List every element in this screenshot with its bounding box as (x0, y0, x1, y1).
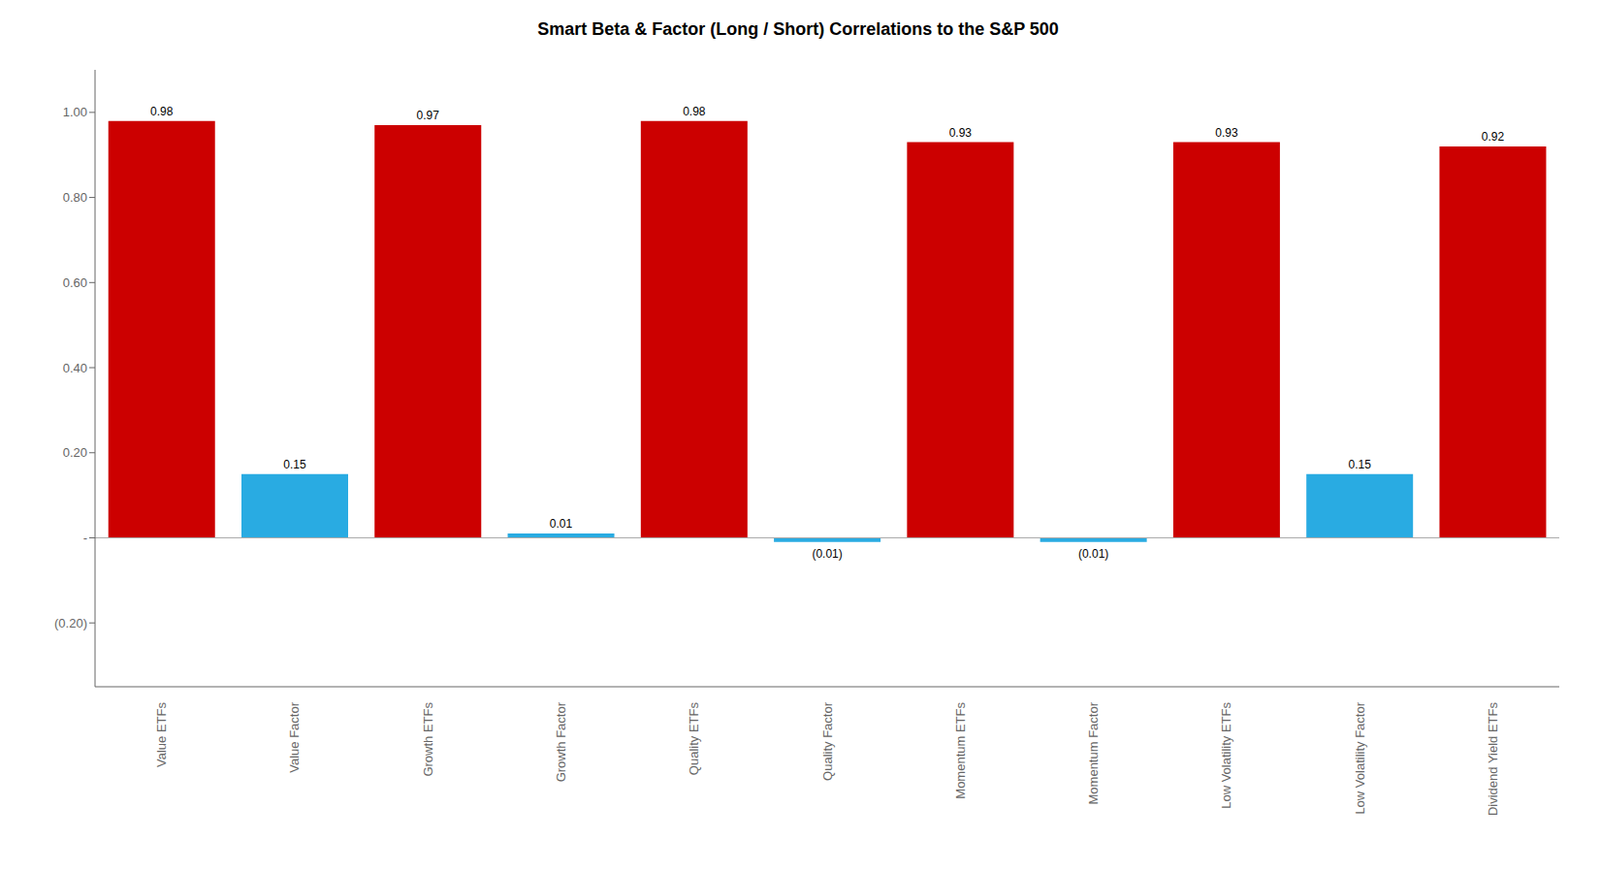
svg-text:Low Volatility ETFs: Low Volatility ETFs (1218, 702, 1234, 809)
svg-text:Value ETFs: Value ETFs (154, 702, 169, 768)
html-text:Smart Beta & Factor (Long / Sh: Smart Beta & Factor (Long / Short) Corre… (537, 19, 1059, 39)
svg-text:0.97: 0.97 (416, 108, 441, 123)
svg-text:Low Volatility Factor: Low Volatility Factor (1352, 701, 1368, 814)
svg-text:(0.20): (0.20) (54, 615, 88, 631)
svg-text:(0.01): (0.01) (811, 546, 842, 561)
svg-text:1.00: 1.00 (63, 104, 88, 120)
svg-text:Growth Factor: Growth Factor (553, 701, 569, 782)
svg-text:0.40: 0.40 (63, 360, 88, 376)
svg-text:0.93: 0.93 (949, 126, 973, 140)
svg-text:0.60: 0.60 (63, 275, 88, 290)
svg-text:-: - (83, 530, 88, 545)
svg-text:Quality Factor: Quality Factor (820, 701, 835, 781)
svg-text:0.92: 0.92 (1481, 129, 1505, 144)
svg-text:Value Factor: Value Factor (287, 701, 302, 772)
svg-text:0.15: 0.15 (283, 457, 307, 472)
svg-text:Quality ETFs: Quality ETFs (686, 702, 702, 776)
svg-text:0.80: 0.80 (63, 190, 88, 205)
svg-text:0.98: 0.98 (682, 104, 706, 119)
svg-text:Momentum Factor: Momentum Factor (1086, 701, 1101, 804)
svg-text:Dividend Yield ETFs: Dividend Yield ETFs (1485, 702, 1501, 817)
svg-text:0.98: 0.98 (150, 104, 174, 119)
svg-text:Momentum ETFs: Momentum ETFs (953, 702, 968, 800)
svg-text:Growth ETFs: Growth ETFs (420, 702, 436, 777)
svg-text:0.20: 0.20 (63, 445, 88, 460)
svg-text:0.01: 0.01 (549, 516, 574, 531)
svg-text:0.93: 0.93 (1215, 126, 1239, 140)
svg-text:0.15: 0.15 (1348, 457, 1373, 472)
svg-text:(0.01): (0.01) (1078, 546, 1109, 561)
